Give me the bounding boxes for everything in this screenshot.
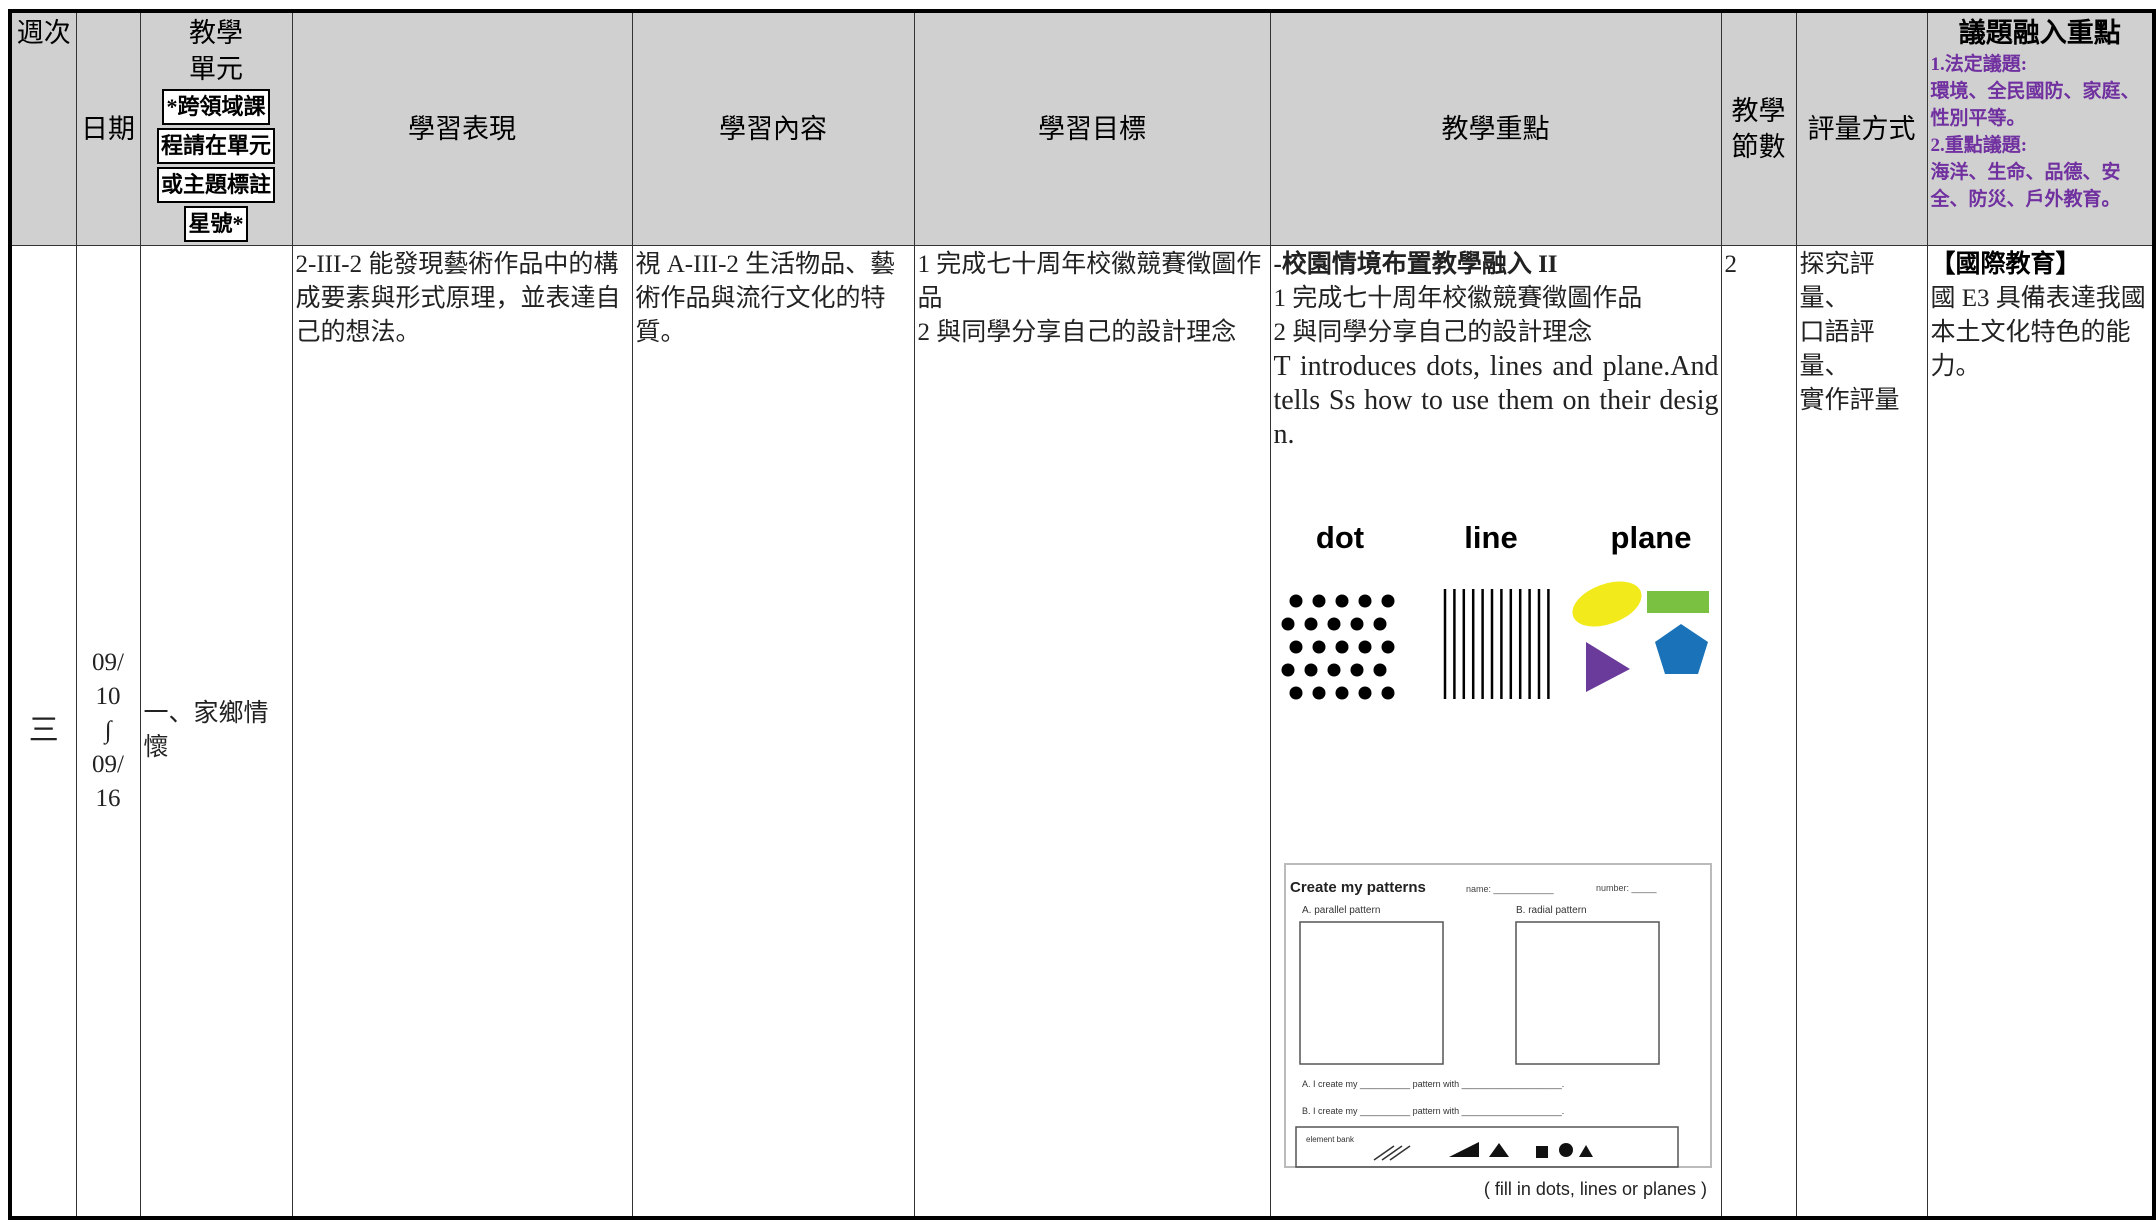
- shape: [1289, 686, 1302, 700]
- plan-table: 週次 日期 教學 單元 *跨領域課 程請在單元 或主題標註 星號* 學習表現 學…: [8, 9, 2156, 1220]
- focus-english: T introduces dots, lines and plane.And t…: [1273, 351, 1719, 450]
- assessment-line: 探究評量、: [1799, 251, 1875, 312]
- shape: [1381, 686, 1394, 700]
- worksheet-number: number: _____: [1596, 883, 1658, 893]
- focus-line: 1 完成七十周年校徽競賽徵圖作品: [1273, 285, 1643, 312]
- shape: [1335, 686, 1348, 700]
- worksheet-a-label: A. parallel pattern: [1302, 905, 1380, 916]
- shape: [1381, 640, 1394, 654]
- shape: [1312, 594, 1325, 608]
- shape: [1281, 663, 1294, 677]
- shape: [1350, 617, 1363, 631]
- header-assessment: 評量方式: [1795, 10, 1928, 246]
- shape: [1358, 686, 1371, 700]
- issues-line: 1.法定議題:: [1930, 54, 2028, 75]
- shape: [1327, 663, 1340, 677]
- hours-line: 教學: [1731, 96, 1786, 126]
- header-performance: 學習表現: [291, 10, 633, 246]
- header-date: 日期: [75, 10, 141, 246]
- date-line: 09/: [92, 750, 124, 778]
- figure-label: line: [1464, 520, 1517, 555]
- focus: -校園情境布置教學融入 II 1 完成七十周年校徽競賽徵圖作品 2 與同學分享自…: [1269, 245, 1722, 1218]
- line-sample: [1443, 589, 1550, 699]
- header-focus: 教學重點: [1269, 10, 1722, 246]
- worksheet-a-line: A. I create my __________ pattern with _…: [1302, 1079, 1564, 1089]
- unit-note: 星號*: [184, 206, 248, 242]
- worksheet-name: name: ____________: [1466, 884, 1555, 894]
- shape: [1381, 594, 1394, 608]
- issues-line: 環境、全民國防、家庭、性別平等。: [1930, 81, 2140, 129]
- shape: [1312, 686, 1325, 700]
- worksheet-caption: ( fill in dots, lines or planes ): [1483, 1179, 1706, 1199]
- shape: [1281, 617, 1294, 631]
- date-line: 09/: [92, 648, 124, 676]
- header-hours: 教學 節數: [1720, 10, 1797, 246]
- focus-line: 2 與同學分享自己的設計理念: [1273, 319, 1593, 346]
- unit-note: 程請在單元: [156, 128, 275, 164]
- figure-label: dot: [1315, 520, 1363, 555]
- shape: [1373, 663, 1386, 677]
- date: 09/10 ∫ 09/16: [75, 245, 141, 1218]
- assessment-line: 口語評量、: [1799, 319, 1875, 380]
- header-unit: 教學 單元 *跨領域課 程請在單元 或主題標註 星號*: [139, 10, 293, 246]
- shape: [1312, 640, 1325, 654]
- issues-topic: 【國際教育】: [1930, 251, 2081, 278]
- issues-text: 國 E3 具備表達我國本土文化特色的能力。: [1930, 285, 2146, 380]
- shape: [1289, 594, 1302, 608]
- performance: 2-III-2 能發現藝術作品中的構成要素與形式原理，並表達自己的想法。: [291, 245, 633, 1218]
- date-line: ∫: [104, 716, 112, 744]
- shape: [1335, 594, 1348, 608]
- content: 視 A-III-2 生活物品、藝術作品與流行文化的特質。: [631, 245, 915, 1218]
- shape: [1289, 640, 1302, 654]
- shape: [1358, 640, 1371, 654]
- worksheet-bank: element bank: [1306, 1135, 1355, 1144]
- unit-line: 教學: [189, 18, 243, 48]
- objective: 1 完成七十周年校徽競賽徵圖作品: [917, 251, 1262, 312]
- header-week: 週次: [9, 10, 77, 246]
- focus-figure: dot line plane Create my patterns name: …: [1281, 520, 1712, 1199]
- issues-line: 2.重點議題:: [1930, 135, 2028, 156]
- hours-line: 節數: [1731, 132, 1786, 162]
- shape: [1304, 663, 1317, 677]
- focus-title: -校園情境布置教學融入 II: [1273, 251, 1558, 278]
- assessment-line: 實作評量: [1799, 387, 1900, 414]
- date-line: 10: [95, 682, 121, 710]
- shape: [1358, 594, 1371, 608]
- issues-title: 議題融入重點: [1958, 18, 2121, 48]
- header-objectives: 學習目標: [913, 10, 1271, 246]
- unit-note: *跨領域課: [162, 89, 270, 125]
- unit-line: 單元: [189, 54, 243, 84]
- worksheet-b-line: B. I create my __________ pattern with _…: [1302, 1106, 1564, 1116]
- issues-line: 海洋、生命、品德、安全、防災、戶外教育。: [1930, 162, 2121, 210]
- header-issues: 議題融入重點 1.法定議題: 環境、全民國防、家庭、性別平等。 2.重點議題: …: [1926, 10, 2155, 246]
- hours: 2: [1720, 245, 1797, 1218]
- unit: 一、家鄉情懷: [139, 245, 293, 1218]
- issues: 【國際教育】國 E3 具備表達我國本土文化特色的能力。: [1926, 245, 2155, 1218]
- plane-sample: [1571, 581, 1709, 692]
- shape: [1304, 617, 1317, 631]
- worksheet-title: Create my patterns: [1290, 879, 1426, 896]
- dot-sample: [1281, 594, 1394, 700]
- header-content: 學習內容: [631, 10, 915, 246]
- date-line: 16: [95, 784, 121, 812]
- week: 三: [9, 245, 77, 1218]
- shape: [1335, 640, 1348, 654]
- objectives: 1 完成七十周年校徽競賽徵圖作品 2 與同學分享自己的設計理念: [913, 245, 1271, 1218]
- shape: [1350, 663, 1363, 677]
- worksheet: Create my patterns name: ____________ nu…: [1283, 863, 1712, 1168]
- figure-label: plane: [1610, 520, 1691, 555]
- worksheet-b-label: B. radial pattern: [1516, 905, 1587, 916]
- shape: [1373, 617, 1386, 631]
- shape: [1327, 617, 1340, 631]
- objective: 2 與同學分享自己的設計理念: [917, 319, 1237, 346]
- unit-note: 或主題標註: [156, 167, 275, 203]
- assessment: 探究評量、口語評量、實作評量: [1795, 245, 1928, 1218]
